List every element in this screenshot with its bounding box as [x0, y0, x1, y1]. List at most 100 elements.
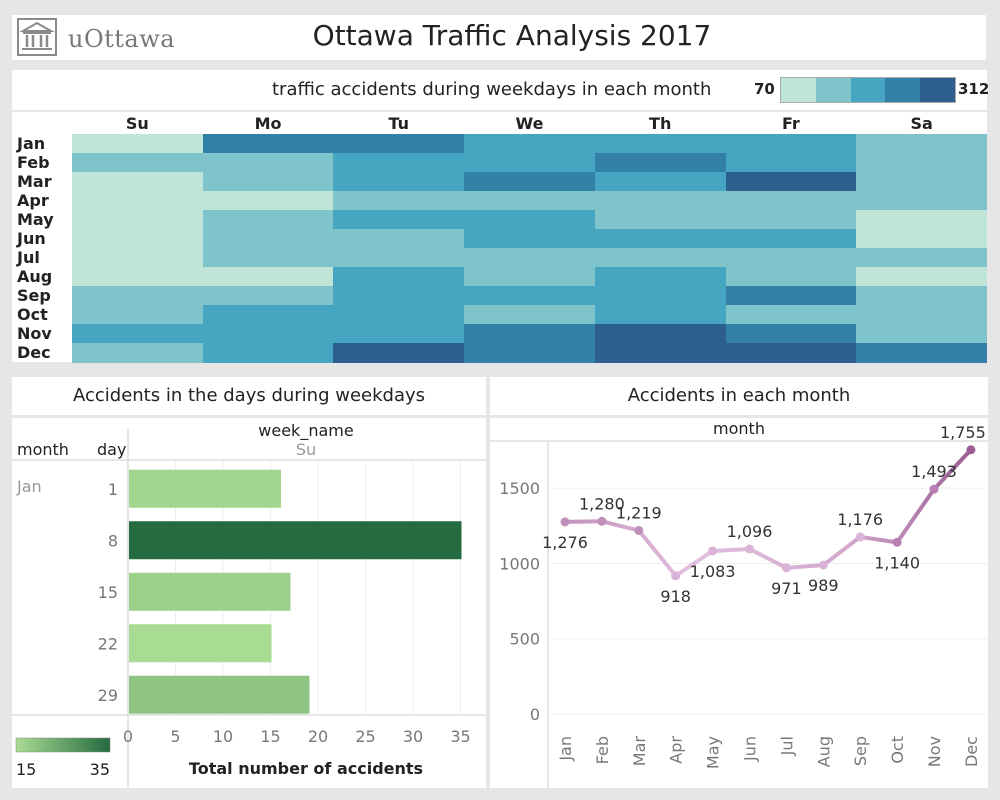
heatmap-cell[interactable]: [725, 172, 857, 192]
heatmap-cell[interactable]: [594, 267, 727, 287]
heatmap-cell[interactable]: [72, 286, 204, 306]
heatmap-cell[interactable]: [594, 172, 727, 192]
heatmap-cell[interactable]: [725, 286, 857, 306]
heatmap-cell[interactable]: [856, 191, 988, 211]
heatmap-cell[interactable]: [464, 267, 596, 287]
line-point[interactable]: [966, 445, 976, 455]
heatmap-cell[interactable]: [464, 229, 596, 249]
line-point[interactable]: [818, 560, 828, 570]
heatmap-cell[interactable]: [72, 191, 204, 211]
heatmap-cell[interactable]: [725, 324, 857, 344]
heatmap-cell[interactable]: [333, 229, 465, 249]
heatmap-cell[interactable]: [333, 172, 465, 192]
heatmap-cell[interactable]: [856, 248, 988, 268]
heatmap-cell[interactable]: [725, 305, 857, 325]
heatmap-cell[interactable]: [202, 172, 334, 192]
heatmap-cell[interactable]: [464, 286, 596, 306]
heatmap-cell[interactable]: [72, 172, 204, 192]
line-point[interactable]: [892, 537, 902, 547]
heatmap-cell[interactable]: [202, 343, 334, 363]
heatmap-cell[interactable]: [464, 191, 596, 211]
heatmap-cell[interactable]: [72, 248, 204, 268]
heatmap-cell[interactable]: [594, 210, 727, 230]
heatmap-cell[interactable]: [856, 134, 988, 154]
heatmap-cell[interactable]: [464, 134, 596, 154]
heatmap-cell[interactable]: [594, 248, 727, 268]
heatmap-cell[interactable]: [333, 343, 465, 363]
heatmap-cell[interactable]: [856, 229, 988, 249]
heatmap-cell[interactable]: [725, 229, 857, 249]
heatmap-cell[interactable]: [594, 343, 727, 363]
heatmap-cell[interactable]: [464, 343, 596, 363]
heatmap-cell[interactable]: [725, 210, 857, 230]
heatmap-cell[interactable]: [72, 305, 204, 325]
heatmap-cell[interactable]: [202, 134, 334, 154]
heatmap-cell[interactable]: [594, 153, 727, 173]
line-point[interactable]: [597, 516, 607, 526]
heatmap-cell[interactable]: [725, 267, 857, 287]
heatmap-cell[interactable]: [856, 172, 988, 192]
line-point[interactable]: [708, 546, 718, 556]
heatmap-cell[interactable]: [725, 134, 857, 154]
heatmap-cell[interactable]: [594, 191, 727, 211]
heatmap-cell[interactable]: [856, 153, 988, 173]
line-point[interactable]: [781, 563, 791, 573]
heatmap-cell[interactable]: [202, 267, 334, 287]
heatmap-cell[interactable]: [725, 153, 857, 173]
heatmap-cell[interactable]: [333, 267, 465, 287]
bar[interactable]: [129, 521, 462, 560]
heatmap-cell[interactable]: [464, 153, 596, 173]
heatmap-cell[interactable]: [333, 153, 465, 173]
heatmap-cell[interactable]: [464, 324, 596, 344]
heatmap-cell[interactable]: [72, 210, 204, 230]
heatmap-cell[interactable]: [725, 343, 857, 363]
heatmap-cell[interactable]: [725, 248, 857, 268]
heatmap-cell[interactable]: [333, 286, 465, 306]
heatmap-cell[interactable]: [202, 191, 334, 211]
heatmap-cell[interactable]: [72, 229, 204, 249]
heatmap-cell[interactable]: [72, 343, 204, 363]
heatmap-cell[interactable]: [594, 305, 727, 325]
heatmap-cell[interactable]: [856, 267, 988, 287]
heatmap-cell[interactable]: [72, 134, 204, 154]
heatmap-cell[interactable]: [333, 191, 465, 211]
heatmap-cell[interactable]: [856, 286, 988, 306]
heatmap-cell[interactable]: [464, 248, 596, 268]
heatmap-cell[interactable]: [594, 229, 727, 249]
heatmap-cell[interactable]: [333, 248, 465, 268]
heatmap-cell[interactable]: [856, 210, 988, 230]
heatmap-cell[interactable]: [72, 324, 204, 344]
line-point[interactable]: [745, 544, 754, 554]
heatmap-cell[interactable]: [464, 305, 596, 325]
heatmap-cell[interactable]: [202, 324, 334, 344]
heatmap-cell[interactable]: [725, 191, 857, 211]
heatmap-cell[interactable]: [333, 210, 465, 230]
heatmap-cell[interactable]: [464, 172, 596, 192]
heatmap-cell[interactable]: [72, 267, 204, 287]
bar[interactable]: [129, 624, 272, 663]
line-point[interactable]: [560, 517, 570, 527]
heatmap-cell[interactable]: [594, 324, 727, 344]
heatmap-cell[interactable]: [202, 153, 334, 173]
heatmap-cell[interactable]: [202, 248, 334, 268]
bar[interactable]: [129, 572, 291, 611]
bar[interactable]: [129, 469, 281, 508]
heatmap-cell[interactable]: [202, 210, 334, 230]
heatmap-cell[interactable]: [202, 229, 334, 249]
heatmap-cell[interactable]: [464, 210, 596, 230]
heatmap-cell[interactable]: [333, 324, 465, 344]
line-point[interactable]: [671, 571, 681, 581]
heatmap-cell[interactable]: [856, 324, 988, 344]
line-point[interactable]: [929, 484, 939, 494]
heatmap-cell[interactable]: [594, 286, 727, 306]
heatmap-cell[interactable]: [202, 286, 334, 306]
heatmap-cell[interactable]: [594, 134, 727, 154]
heatmap-cell[interactable]: [856, 343, 988, 363]
heatmap-cell[interactable]: [333, 134, 465, 154]
heatmap-cell[interactable]: [202, 305, 334, 325]
heatmap-cell[interactable]: [333, 305, 465, 325]
heatmap-cell[interactable]: [72, 153, 204, 173]
bar[interactable]: [129, 675, 310, 714]
line-point[interactable]: [634, 525, 644, 535]
line-point[interactable]: [855, 532, 865, 542]
